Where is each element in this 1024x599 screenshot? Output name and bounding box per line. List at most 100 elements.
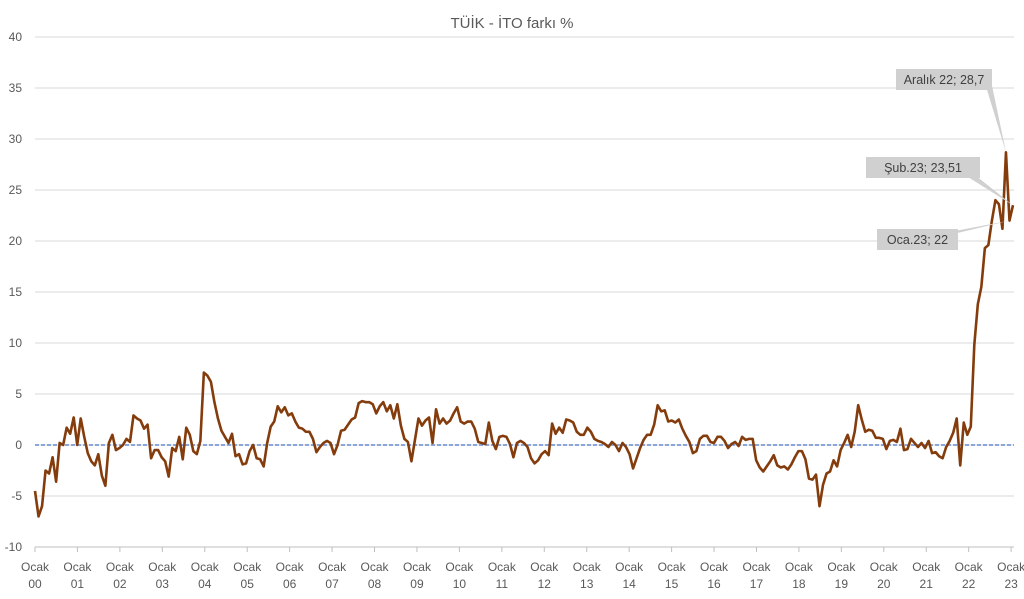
data-point <box>934 451 937 454</box>
data-point <box>65 426 68 429</box>
data-point <box>287 414 290 417</box>
data-point <box>670 419 673 422</box>
data-point <box>991 219 994 222</box>
data-point <box>259 458 262 461</box>
x-tick-label: Ocak <box>318 560 347 574</box>
data-point <box>104 485 107 488</box>
data-point <box>660 410 663 413</box>
x-tick-label: Ocak <box>573 560 602 574</box>
data-point <box>375 412 378 415</box>
data-point <box>547 454 550 457</box>
data-point <box>797 450 800 453</box>
data-point <box>340 429 343 432</box>
x-tick-label: Ocak <box>742 560 771 574</box>
data-point <box>206 374 209 377</box>
data-point <box>174 450 177 453</box>
data-point <box>386 410 389 413</box>
data-point <box>818 505 821 508</box>
data-point <box>945 446 948 449</box>
data-point <box>143 427 146 430</box>
data-point <box>495 448 498 451</box>
data-point <box>688 441 691 444</box>
x-tick-label: 11 <box>496 577 509 591</box>
x-tick-label: 14 <box>622 577 636 591</box>
y-tick-label: 10 <box>9 336 23 350</box>
x-tick-label: Ocak <box>445 560 474 574</box>
x-tick-label: Ocak <box>106 560 135 574</box>
data-point <box>86 452 89 455</box>
data-point <box>635 457 638 460</box>
data-point <box>790 463 793 466</box>
data-point <box>502 435 505 438</box>
data-point <box>333 453 336 456</box>
data-point <box>245 462 248 465</box>
data-point <box>227 442 230 445</box>
data-point <box>41 505 44 508</box>
data-point <box>90 460 93 463</box>
data-point <box>262 465 265 468</box>
data-point <box>164 460 167 463</box>
annotation-label: Oca.23; 22 <box>887 233 948 247</box>
data-point <box>723 440 726 443</box>
data-point <box>980 286 983 289</box>
data-point <box>575 430 578 433</box>
x-tick-label: 13 <box>580 577 594 591</box>
data-point <box>51 456 54 459</box>
data-point <box>730 443 733 446</box>
data-point <box>319 446 322 449</box>
data-point <box>199 440 202 443</box>
x-tick-label: Ocak <box>785 560 814 574</box>
data-point <box>611 441 614 444</box>
data-point <box>291 412 294 415</box>
data-point <box>160 456 163 459</box>
data-point <box>955 417 958 420</box>
x-tick-label: Ocak <box>63 560 92 574</box>
data-point <box>255 457 258 460</box>
data-point <box>860 418 863 421</box>
data-point <box>758 466 761 469</box>
data-point <box>561 431 564 434</box>
data-point <box>150 457 153 460</box>
data-point <box>776 464 779 467</box>
data-point <box>734 441 737 444</box>
data-point <box>234 455 237 458</box>
data-point <box>685 435 688 438</box>
data-point <box>509 443 512 446</box>
data-point <box>516 442 519 445</box>
data-point <box>825 472 828 475</box>
data-point <box>649 434 652 437</box>
annotation-pointer <box>984 76 1006 153</box>
data-point <box>421 424 424 427</box>
data-point <box>445 422 448 425</box>
data-point <box>533 462 536 465</box>
data-point <box>171 447 174 450</box>
data-point <box>94 464 97 467</box>
data-point <box>473 427 476 430</box>
data-point <box>744 439 747 442</box>
data-point <box>917 446 920 449</box>
data-point <box>829 470 832 473</box>
data-point <box>579 434 582 437</box>
data-point <box>695 450 698 453</box>
data-point <box>614 444 617 447</box>
data-point <box>783 465 786 468</box>
data-point <box>336 444 339 447</box>
annotation: Şub.23; 23,51 <box>866 157 1013 206</box>
data-point <box>459 420 462 423</box>
data-point <box>653 423 656 426</box>
data-point <box>266 442 269 445</box>
data-point <box>157 449 160 452</box>
x-tick-label: 17 <box>750 577 764 591</box>
data-point <box>811 478 814 481</box>
data-point <box>765 465 768 468</box>
data-point <box>857 404 860 407</box>
data-point <box>203 371 206 374</box>
x-tick-label: 22 <box>962 577 976 591</box>
data-point <box>815 473 818 476</box>
data-point <box>424 419 427 422</box>
data-point <box>899 427 902 430</box>
data-point <box>878 437 881 440</box>
data-point <box>79 417 82 420</box>
data-point <box>920 442 923 445</box>
annotation-box <box>896 69 992 90</box>
